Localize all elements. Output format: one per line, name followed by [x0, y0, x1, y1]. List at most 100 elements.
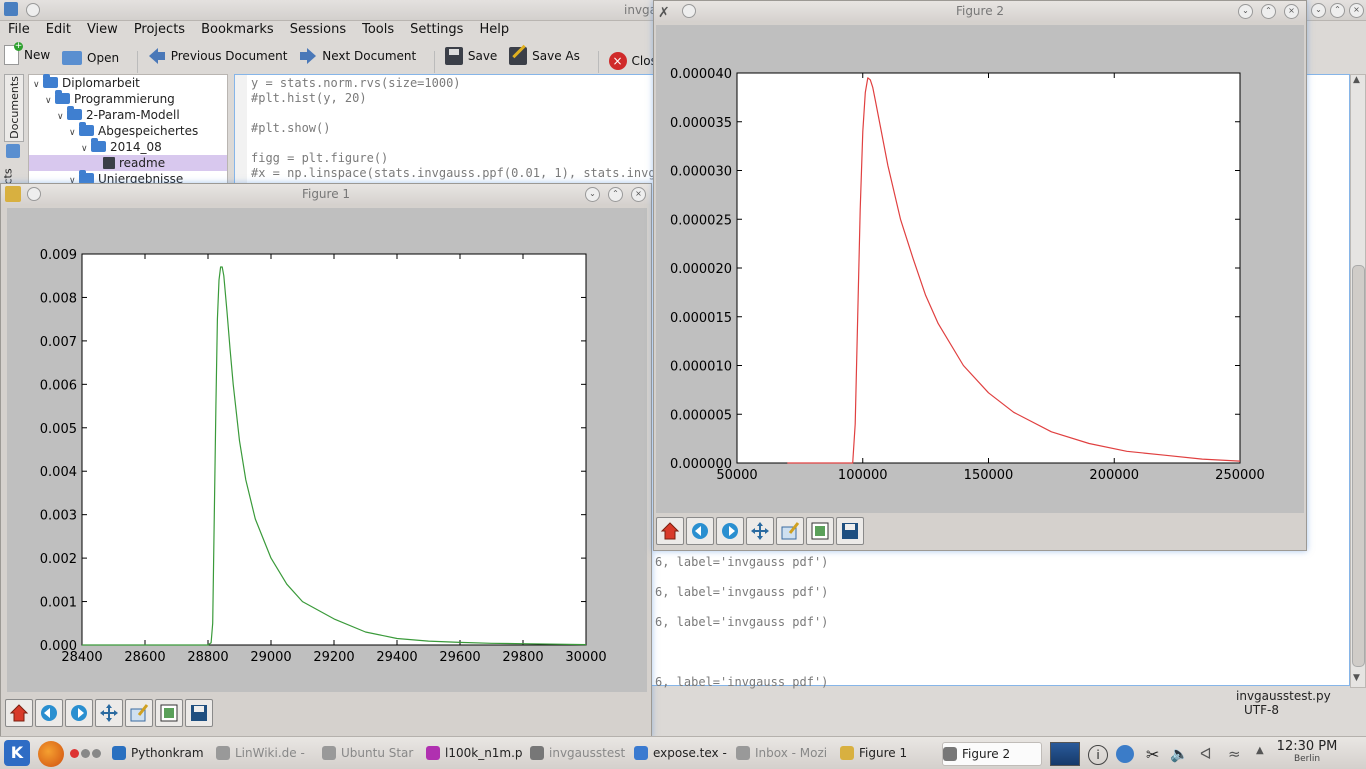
menu-projects[interactable]: Projects [133, 22, 186, 37]
taskbar-item[interactable]: Ubuntu Star [322, 742, 420, 764]
taskbar-item[interactable]: invgausstest [530, 742, 628, 764]
chevron-down-icon[interactable]: ∨ [69, 128, 76, 138]
tab-documents[interactable]: Documents [4, 74, 24, 142]
pan-button[interactable] [746, 517, 774, 545]
close-icon[interactable]: × [631, 187, 646, 202]
taskbar-item[interactable]: LinWiki.de - [216, 742, 314, 764]
y-tick-label: 0.003 [40, 509, 77, 524]
y-tick-label: 0.000 [40, 639, 77, 654]
y-tick-label: 0.007 [40, 335, 77, 350]
home-button[interactable] [5, 699, 33, 727]
kde-menu-icon[interactable]: K [4, 740, 30, 766]
bluetooth-icon[interactable]: ᐊ [1200, 745, 1212, 763]
y-tick-label: 0.000035 [670, 116, 732, 131]
taskbar-item[interactable]: l100k_n1m.p [426, 742, 524, 764]
forward-arrow-button[interactable] [716, 517, 744, 545]
chevron-down-icon[interactable]: ∨ [81, 144, 88, 154]
menu-view[interactable]: View [86, 22, 118, 37]
tree-item[interactable]: readme [29, 155, 227, 171]
home-button[interactable] [656, 517, 684, 545]
pager-icon[interactable] [70, 749, 104, 759]
subplots-button[interactable] [155, 699, 183, 727]
editor-scrollbar[interactable]: ▲ ▼ [1350, 74, 1366, 688]
taskbar-item[interactable]: Figure 1 [840, 742, 936, 764]
next-document-button[interactable]: Next Document [299, 43, 416, 69]
forward-arrow-icon [71, 705, 87, 721]
save-figure-icon [191, 705, 207, 721]
scroll-up-icon[interactable]: ▲ [1353, 75, 1360, 85]
tree-item[interactable]: ∨ 2-Param-Modell [29, 106, 227, 123]
pin-icon[interactable] [682, 4, 696, 18]
tree-item[interactable]: ∨ 2014_08 [29, 138, 227, 155]
x-tick-label: 250000 [1215, 468, 1265, 483]
menu-edit[interactable]: Edit [45, 22, 71, 37]
tree-item[interactable]: ∨ Diplomarbeit [29, 74, 227, 91]
taskbar-item[interactable]: Inbox - Mozi [736, 742, 834, 764]
toolbar-separator [434, 50, 436, 73]
code-line [251, 106, 656, 121]
figure2-titlebar[interactable]: ✗ Figure 2 ⌄ ⌃ × [654, 1, 1306, 21]
pin-icon[interactable] [26, 3, 40, 17]
maximize-icon[interactable]: ⌃ [1330, 3, 1345, 18]
chevron-down-icon[interactable]: ∨ [45, 96, 52, 106]
new-button[interactable]: + New [4, 42, 50, 68]
taskbar-item[interactable]: Figure 2 [942, 742, 1042, 766]
firefox-tab-icon [216, 746, 230, 760]
chevron-down-icon[interactable]: ∨ [57, 112, 64, 122]
taskbar-item[interactable]: expose.tex - [634, 742, 730, 764]
subplots-button[interactable] [806, 517, 834, 545]
volume-icon[interactable]: 🔈 [1170, 745, 1189, 763]
folder-icon [67, 106, 82, 120]
minimize-icon[interactable]: ⌄ [585, 187, 600, 202]
scissors-icon[interactable]: ✂ [1146, 745, 1160, 764]
menu-help[interactable]: Help [479, 22, 510, 37]
status-encoding[interactable]: UTF-8 [1244, 703, 1279, 717]
open-button[interactable]: Open [62, 45, 119, 71]
taskbar-item-label: expose.tex - [653, 746, 727, 760]
zoom-rect-button[interactable] [125, 699, 153, 727]
menu-bookmarks[interactable]: Bookmarks [201, 22, 274, 37]
tray-expand-icon[interactable]: ▲ [1256, 745, 1264, 756]
menu-tools[interactable]: Tools [362, 22, 395, 37]
clock[interactable]: 12:30 PM Berlin [1272, 739, 1342, 764]
minimize-icon[interactable]: ⌄ [1238, 4, 1253, 19]
side-panel-tabs: Documents cts [2, 74, 24, 186]
close-icon[interactable]: × [1284, 4, 1299, 19]
close-icon[interactable]: × [1349, 3, 1364, 18]
minimize-icon[interactable]: ⌄ [1311, 3, 1326, 18]
pan-button[interactable] [95, 699, 123, 727]
info-icon[interactable]: i [1088, 745, 1108, 765]
save-as-button[interactable]: Save As [509, 43, 580, 69]
maximize-icon[interactable]: ⌃ [1261, 4, 1276, 19]
menu-settings[interactable]: Settings [410, 22, 464, 37]
scrollbar-thumb[interactable] [1352, 265, 1365, 667]
pin-icon[interactable] [27, 187, 41, 201]
figure2-chart: 50000 100000 150000 200000 250000 0.000000 0.0… [670, 67, 1265, 483]
zoom-rect-button[interactable] [776, 517, 804, 545]
update-icon[interactable] [1116, 745, 1134, 763]
taskbar-item[interactable]: Pythonkram [112, 742, 208, 764]
arrow-left-icon [148, 47, 166, 65]
figure1-titlebar[interactable]: Figure 1 ⌄ ⌃ × [1, 184, 651, 204]
tree-item[interactable]: ∨ Unjergebnisse [29, 170, 227, 187]
menu-sessions[interactable]: Sessions [289, 22, 347, 37]
desktop-preview-icon[interactable] [1050, 742, 1080, 766]
image-viewer-icon [426, 746, 440, 760]
forward-arrow-button[interactable] [65, 699, 93, 727]
tree-item[interactable]: ∨ Abgespeichertes [29, 122, 227, 139]
save-figure-button[interactable] [836, 517, 864, 545]
chevron-down-icon[interactable]: ∨ [69, 176, 76, 186]
firefox-icon[interactable] [38, 741, 64, 767]
previous-document-button[interactable]: Previous Document [148, 43, 287, 69]
menu-file[interactable]: File [8, 22, 30, 37]
chevron-down-icon[interactable]: ∨ [33, 80, 40, 90]
wifi-icon[interactable]: ≈ [1228, 745, 1241, 763]
y-tick-label: 0.000025 [670, 213, 732, 228]
save-figure-button[interactable] [185, 699, 213, 727]
save-button[interactable]: Save [444, 43, 497, 69]
tree-item[interactable]: ∨ Programmierung [29, 90, 227, 107]
scroll-down-icon[interactable]: ▼ [1353, 673, 1360, 683]
back-arrow-button[interactable] [686, 517, 714, 545]
back-arrow-button[interactable] [35, 699, 63, 727]
maximize-icon[interactable]: ⌃ [608, 187, 623, 202]
